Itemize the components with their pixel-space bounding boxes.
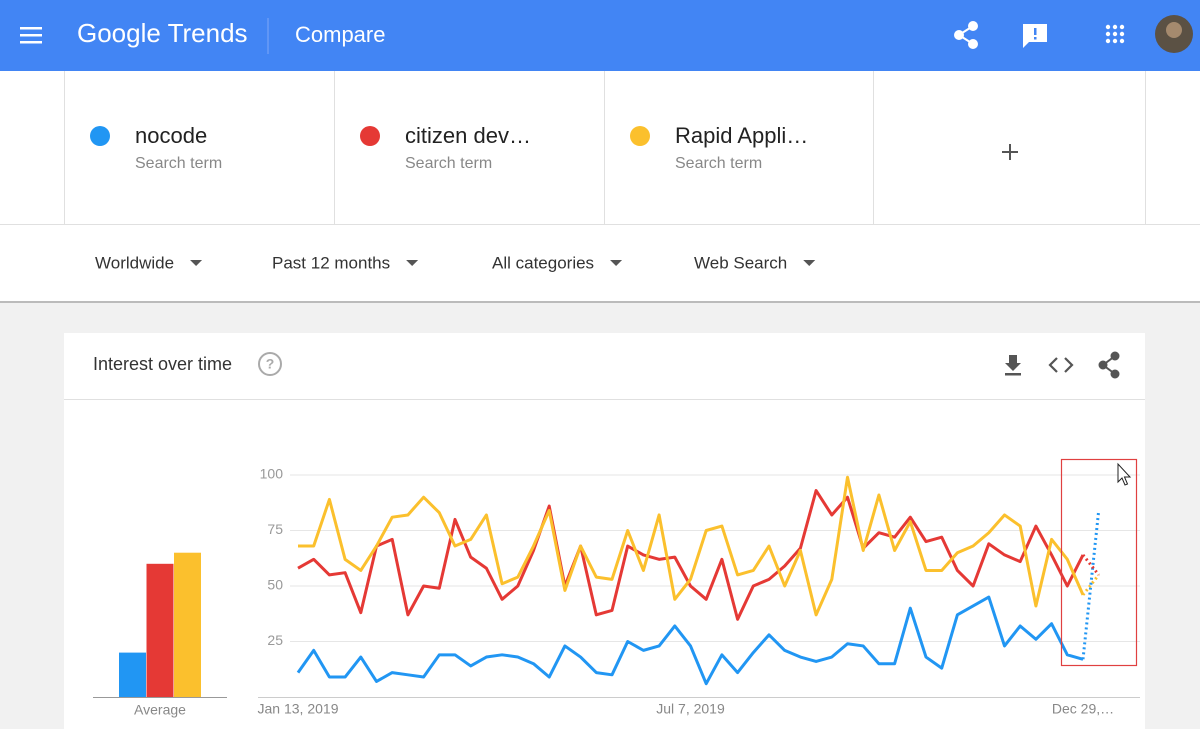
y-tick-label: 50: [267, 577, 283, 593]
filter-label: Past 12 months: [272, 253, 390, 272]
trend-line: [296, 595, 1084, 686]
filter-label: Worldwide: [95, 253, 174, 272]
card-share-button[interactable]: [1098, 351, 1120, 379]
apps-button[interactable]: [1105, 24, 1125, 44]
add-term-button[interactable]: [1002, 144, 1018, 160]
y-tick-label: 100: [260, 466, 284, 482]
search-term[interactable]: nocode Search term: [90, 123, 222, 172]
filter-label: All categories: [492, 253, 594, 272]
search-term[interactable]: Rapid Appli… Search term: [630, 123, 808, 172]
dropdown-arrow: [803, 260, 816, 266]
term-dot: [360, 126, 380, 146]
svg-text:?: ?: [266, 356, 275, 372]
dropdown-arrow: [190, 260, 203, 266]
bar-category-label: Average: [134, 702, 186, 718]
filter-dropdown[interactable]: Past 12 months: [272, 253, 419, 272]
filter-dropdown[interactable]: Worldwide: [95, 253, 203, 272]
x-tick-label: Jul 7, 2019: [656, 701, 725, 717]
average-bar: [174, 552, 201, 697]
card-title: Interest over time: [93, 354, 232, 374]
terms-panel: [0, 71, 1200, 302]
average-bar: [146, 563, 174, 697]
share-button[interactable]: [954, 21, 978, 49]
term-kind: Search term: [135, 155, 222, 172]
menu-button[interactable]: [20, 27, 42, 44]
annotation-box: [1060, 458, 1138, 667]
search-term[interactable]: citizen dev… Search term: [360, 123, 531, 172]
term-kind: Search term: [405, 155, 492, 172]
partial-line: [1081, 553, 1100, 576]
feedback-button[interactable]: [1023, 24, 1047, 48]
app-bar: [0, 0, 1200, 71]
filter-dropdown[interactable]: Web Search: [694, 253, 816, 272]
page-title: Compare: [295, 22, 385, 47]
filter-label: Web Search: [694, 253, 787, 272]
trend-line: [298, 475, 1085, 617]
y-tick-label: 25: [267, 632, 283, 648]
average-bar: [119, 652, 146, 697]
help-icon[interactable]: ?: [258, 352, 282, 376]
logo[interactable]: Google Trends: [77, 18, 248, 48]
term-name: citizen dev…: [405, 123, 531, 148]
avatar-face: [1166, 22, 1182, 38]
filter-dropdown[interactable]: All categories: [492, 253, 623, 272]
term-dividers: [0, 71, 1200, 225]
term-dot: [630, 126, 650, 146]
cursor: [1117, 462, 1132, 486]
term-name: Rapid Appli…: [675, 123, 808, 148]
dropdown-arrow: [406, 260, 419, 266]
download-button[interactable]: [1005, 355, 1021, 376]
x-tick-label: Jan 13, 2019: [258, 701, 339, 717]
term-dot: [90, 126, 110, 146]
embed-button[interactable]: [1048, 357, 1074, 373]
term-kind: Search term: [675, 155, 762, 172]
dropdown-arrow: [610, 260, 623, 266]
x-tick-label: Dec 29,…: [1052, 701, 1114, 717]
partial-line: [1081, 573, 1100, 596]
y-tick-label: 75: [267, 521, 283, 537]
term-name: nocode: [135, 123, 207, 148]
